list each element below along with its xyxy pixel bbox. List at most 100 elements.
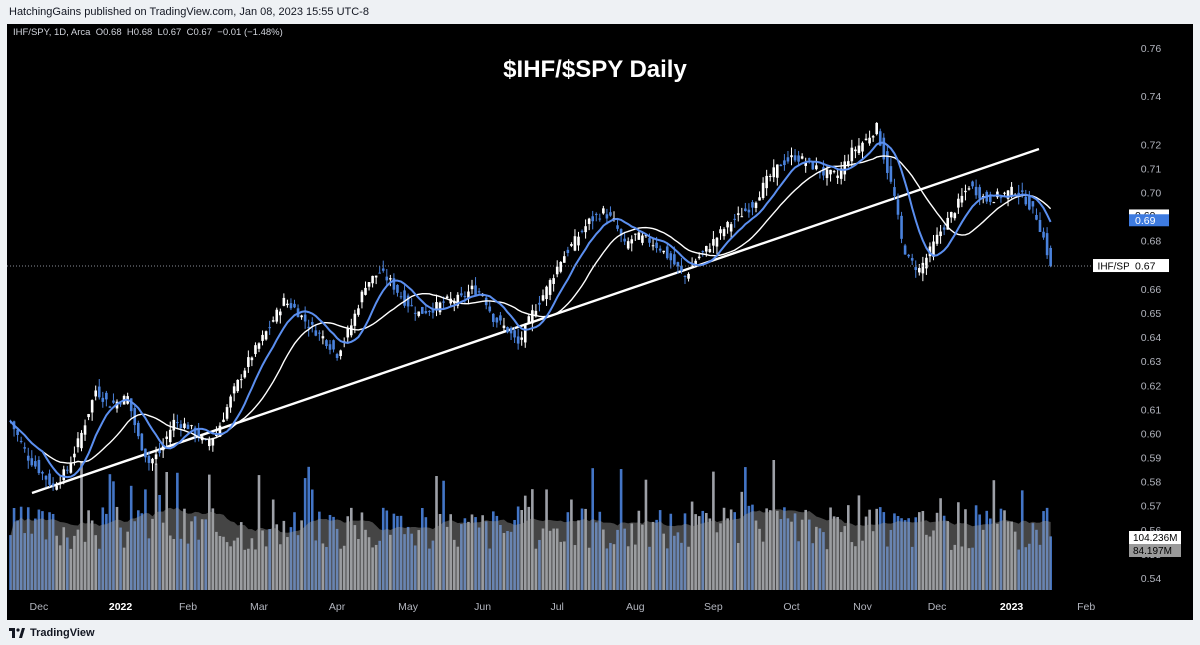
volume-bar bbox=[946, 521, 949, 590]
volume-bar bbox=[126, 531, 129, 590]
volume-bar bbox=[335, 528, 339, 590]
candle-body bbox=[534, 310, 538, 317]
candle-body bbox=[949, 211, 953, 218]
volume-bar bbox=[467, 521, 470, 590]
volume-bar bbox=[264, 546, 268, 590]
candle-body bbox=[914, 267, 918, 270]
candle-body bbox=[669, 253, 673, 261]
candle-body bbox=[374, 275, 378, 278]
volume-bar bbox=[122, 547, 126, 590]
candle-body bbox=[967, 188, 971, 190]
x-tick-label: Nov bbox=[853, 601, 872, 613]
volume-bar bbox=[112, 481, 115, 590]
candle-body bbox=[147, 455, 151, 463]
candle-body bbox=[683, 275, 687, 277]
candle-body bbox=[80, 432, 83, 449]
volume-bar bbox=[30, 533, 34, 590]
chart-frame[interactable]: 0.76 0.74 0.72 0.71 0.70 0.68 0.66 0.65 0.64 0.63… bbox=[7, 24, 1193, 620]
candle-body bbox=[797, 155, 800, 162]
volume-bar bbox=[658, 510, 662, 590]
volume-bar bbox=[520, 510, 523, 590]
volume-bar bbox=[1038, 544, 1042, 590]
x-tick-label: Feb bbox=[1077, 601, 1095, 613]
brand-name: TradingView bbox=[30, 627, 95, 639]
volume-bar bbox=[470, 514, 474, 590]
volume-bar bbox=[555, 528, 559, 590]
candle-body bbox=[509, 327, 513, 334]
volume-bar bbox=[878, 507, 882, 590]
volume-bar bbox=[886, 546, 889, 590]
volume-bar bbox=[591, 468, 594, 590]
candle-body bbox=[896, 199, 900, 215]
volume-bar bbox=[602, 529, 605, 590]
volume-bar bbox=[218, 535, 222, 590]
candle-body bbox=[594, 213, 598, 215]
candle-body bbox=[839, 168, 843, 179]
price-chart[interactable]: 0.76 0.74 0.72 0.71 0.70 0.68 0.66 0.65 0.64 0.63… bbox=[7, 24, 1193, 620]
y-tick-label: 0.74 bbox=[1141, 91, 1162, 103]
candle-body bbox=[875, 122, 878, 135]
volume-bar bbox=[94, 535, 97, 590]
publisher-bar: HatchingGains published on TradingView.c… bbox=[0, 0, 1200, 24]
volume-bar bbox=[332, 516, 335, 590]
volume-bar bbox=[119, 527, 122, 590]
candle-body bbox=[257, 343, 261, 349]
candle-body bbox=[992, 202, 996, 204]
candle-body bbox=[928, 246, 932, 257]
candle-body bbox=[974, 186, 978, 196]
volume-bar bbox=[325, 546, 328, 590]
volume-bar bbox=[101, 507, 105, 590]
volume-bar bbox=[609, 542, 612, 590]
candle-body bbox=[1042, 231, 1045, 238]
volume-bar bbox=[463, 518, 467, 590]
volume-bar bbox=[960, 546, 964, 590]
volume-bar bbox=[90, 520, 94, 590]
candle-body bbox=[158, 450, 161, 454]
volume-bar bbox=[644, 479, 648, 590]
volume-bar bbox=[225, 542, 229, 590]
volume-bar bbox=[875, 508, 878, 590]
candle-body bbox=[19, 440, 23, 442]
volume-bar bbox=[847, 505, 850, 590]
volume-bar bbox=[105, 513, 108, 590]
volume-bar bbox=[243, 549, 247, 590]
volume-bar bbox=[584, 508, 587, 590]
volume-bar bbox=[488, 548, 492, 590]
volume-bar bbox=[857, 495, 861, 590]
volume-bar bbox=[438, 514, 442, 590]
volume-bar bbox=[882, 512, 886, 590]
candle-body bbox=[76, 438, 80, 448]
candle-body bbox=[250, 357, 254, 361]
x-tick-label: Mar bbox=[250, 601, 269, 613]
volume-bar bbox=[392, 513, 396, 590]
candle-body bbox=[161, 444, 165, 451]
candle-body bbox=[26, 455, 30, 461]
candle-body bbox=[662, 250, 665, 253]
volume-bar bbox=[967, 548, 971, 590]
volume-bar bbox=[811, 543, 815, 590]
volume-bar bbox=[548, 530, 552, 590]
volume-bar bbox=[786, 518, 790, 590]
volume-bar bbox=[843, 526, 847, 590]
tradingview-logo[interactable]: TradingView bbox=[9, 626, 95, 640]
volume-bar bbox=[211, 508, 215, 590]
candle-body bbox=[406, 295, 410, 307]
candle-body bbox=[357, 308, 360, 315]
volume-bar bbox=[939, 498, 942, 590]
volume-bar bbox=[151, 518, 154, 590]
volume-bar bbox=[641, 524, 644, 590]
volume-bar bbox=[516, 506, 520, 590]
candle-body bbox=[832, 171, 836, 173]
volume-bar bbox=[900, 518, 903, 590]
legend-part: IHF/SPY, 1D, Arca bbox=[13, 27, 96, 38]
volume-bar bbox=[318, 511, 321, 590]
candle-body bbox=[293, 303, 296, 308]
volume-bar bbox=[648, 546, 651, 590]
candle-body bbox=[499, 315, 502, 321]
volume-bar bbox=[460, 524, 463, 590]
candle-body bbox=[460, 293, 463, 296]
candle-body bbox=[637, 232, 641, 240]
volume-bar bbox=[850, 542, 854, 590]
volume-bar bbox=[783, 507, 786, 590]
candle-body bbox=[658, 248, 662, 251]
